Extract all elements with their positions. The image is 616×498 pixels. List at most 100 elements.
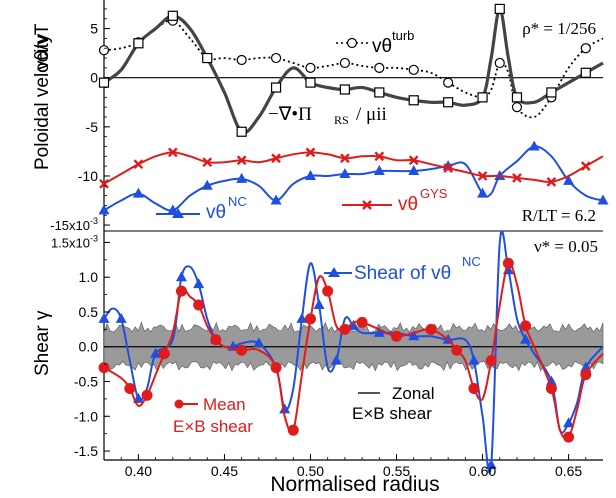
data-point	[580, 43, 591, 54]
data-point	[313, 299, 325, 310]
data-point	[236, 126, 247, 137]
data-point	[356, 316, 368, 328]
data-point	[296, 312, 308, 323]
data-point	[98, 45, 110, 56]
data-point	[133, 159, 144, 170]
legend-rs-tail: / μii	[356, 104, 387, 125]
data-point	[98, 204, 110, 215]
data-point	[494, 57, 505, 69]
legend-zonal-label2: E×B shear	[352, 404, 432, 423]
data-point	[494, 3, 505, 15]
y-tick-label-bottom: 1.0	[79, 269, 99, 285]
data-point	[158, 348, 170, 360]
x-tick-label: 0.65	[555, 463, 582, 479]
axes-frames	[103, 0, 603, 461]
top-ylabel-fraction: vθ/vT	[32, 23, 53, 70]
data-point	[546, 87, 557, 98]
data-point	[339, 84, 350, 95]
data-point	[511, 92, 523, 103]
data-point	[279, 403, 291, 414]
x-axis-label: Normalised radius	[270, 473, 439, 496]
nu-star-annotation: ν* = 0.05	[534, 237, 598, 256]
data-point	[373, 165, 385, 176]
data-point	[305, 147, 316, 158]
data-point	[133, 38, 144, 49]
legend-vgys-label: vθ	[398, 194, 418, 215]
x-tick-label: 0.60	[469, 463, 496, 479]
data-point	[253, 337, 265, 348]
data-point	[270, 82, 282, 93]
y-tick-label-top: -15x10-3	[50, 216, 98, 233]
y-tick-label-bottom: -1.0	[74, 408, 98, 424]
legend-vnc-sup: NC	[228, 194, 247, 209]
data-point	[99, 178, 109, 189]
legend-zonal: Zonal E×B shear	[352, 384, 435, 423]
data-point	[304, 313, 316, 325]
data-point	[330, 354, 342, 365]
legend-rs-label: −∇•Π	[268, 104, 312, 125]
y-tick-label-bottom: -0.5	[74, 374, 98, 390]
data-point	[287, 424, 299, 436]
legend-vnc-label: vθ	[206, 202, 226, 223]
data-point	[193, 278, 205, 289]
data-point	[580, 67, 591, 78]
data-point	[468, 354, 480, 365]
data-point	[545, 382, 557, 394]
legend-shear-nc-sup: NC	[462, 254, 481, 269]
data-point	[175, 285, 187, 297]
data-point	[443, 97, 454, 108]
data-point	[339, 323, 351, 335]
data-point	[512, 173, 522, 183]
data-point	[485, 458, 497, 469]
data-point	[580, 369, 592, 381]
data-point	[408, 155, 419, 166]
series-layer	[98, 3, 609, 474]
data-point	[322, 285, 334, 297]
data-point	[485, 355, 497, 367]
series-Shear of vθNC	[98, 230, 604, 474]
data-point	[339, 167, 351, 178]
data-point	[98, 77, 110, 88]
series-Mean E×B shear	[98, 257, 604, 443]
data-point	[528, 140, 540, 151]
rho-star-annotation: ρ* = 1/256	[522, 19, 596, 38]
data-point	[202, 52, 213, 64]
data-point	[425, 323, 437, 335]
legend-vturb-label: vθ	[372, 36, 392, 57]
data-point	[563, 431, 575, 443]
y-tick-label-bottom: -1.5	[74, 443, 98, 459]
legend-reynolds-stress: −∇•Π RS / μii	[268, 104, 387, 127]
legend-vturb: vθ turb	[336, 28, 414, 57]
data-point	[115, 312, 127, 323]
data-point	[391, 330, 403, 342]
data-point	[408, 330, 420, 341]
data-point	[340, 153, 350, 164]
data-point	[167, 204, 179, 215]
data-point	[132, 187, 144, 198]
y-tick-label-bottom: 0.5	[79, 304, 99, 320]
data-point	[236, 155, 247, 166]
bottom-ylabel: Shear γ	[32, 310, 53, 376]
data-point	[451, 344, 463, 356]
data-point	[305, 77, 316, 88]
x-tick-label: 0.45	[211, 463, 238, 479]
data-point	[374, 151, 385, 162]
y-tick-label-top: -5	[86, 119, 99, 135]
legend-vgys-sup: GYS	[420, 186, 448, 201]
y-tick-label-top: 5	[90, 21, 98, 37]
y-tick-label-top: 0	[90, 70, 98, 86]
legend-shear-nc-label: Shear of vθ	[354, 263, 451, 284]
data-point	[408, 95, 419, 106]
data-point	[408, 64, 419, 75]
y-tick-label-top: -10	[78, 168, 98, 184]
data-point	[477, 187, 489, 198]
series-vθGYS	[99, 147, 604, 189]
data-point	[270, 52, 282, 64]
data-point	[271, 153, 281, 164]
data-point	[597, 194, 609, 205]
data-point	[520, 320, 532, 332]
data-point	[124, 382, 136, 394]
data-point	[494, 169, 506, 180]
data-point	[167, 10, 178, 21]
